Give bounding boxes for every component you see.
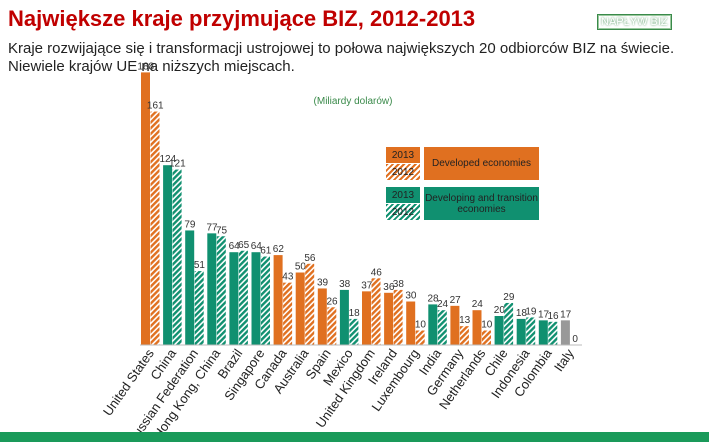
bar: [362, 291, 371, 345]
bar: [504, 302, 514, 345]
value-label: 36: [383, 282, 395, 293]
bar: [150, 111, 160, 345]
legend-swatch: 2012: [386, 164, 420, 180]
value-label: 46: [371, 267, 383, 278]
value-label: 30: [405, 291, 417, 302]
value-label: 18: [349, 308, 361, 319]
bar: [494, 316, 504, 345]
value-label: 28: [427, 293, 439, 304]
bar: [437, 310, 447, 345]
bar: [371, 278, 381, 345]
value-label: 62: [273, 244, 285, 255]
bar: [339, 289, 349, 345]
bar: [317, 288, 327, 345]
value-label: 17: [538, 309, 550, 320]
value-label: 121: [169, 159, 186, 170]
bar: [229, 252, 239, 345]
x-tick-label: Italy: [551, 346, 577, 375]
value-label: 26: [326, 296, 338, 307]
bar: [194, 271, 204, 345]
value-label: 65: [238, 240, 250, 251]
bar: [560, 320, 570, 345]
value-label: 161: [147, 101, 164, 112]
value-label: 20: [494, 305, 506, 316]
value-label: 124: [160, 154, 177, 165]
bar: [459, 326, 469, 345]
value-label: 16: [547, 311, 559, 322]
bar: [141, 72, 150, 346]
value-label: 38: [393, 279, 405, 290]
value-label: 50: [295, 262, 307, 273]
legend-label: Developed economies: [424, 147, 539, 180]
unit-label: (Miliardy dolarów): [314, 96, 393, 107]
bar: [472, 310, 482, 345]
bar: [305, 263, 315, 345]
legend-swatch: 2013: [386, 187, 420, 203]
value-label: 29: [503, 292, 515, 303]
nav-button[interactable]: NAPŁYW BIZ: [597, 14, 672, 30]
bar: [384, 292, 394, 345]
bar: [548, 321, 558, 345]
bar: [163, 165, 173, 345]
footer-band: [0, 432, 709, 442]
bar: [393, 289, 403, 345]
value-label: 51: [194, 260, 206, 271]
value-label: 37: [361, 280, 373, 291]
value-label: 79: [184, 219, 196, 230]
value-label: 0: [572, 334, 578, 345]
value-label: 39: [317, 277, 329, 288]
legend-swatch: 2013: [386, 147, 420, 163]
value-label: 43: [282, 272, 294, 283]
bar: [415, 330, 425, 345]
bar: [261, 256, 270, 345]
bar: [450, 305, 460, 345]
value-label: 27: [450, 295, 462, 306]
title: Największe kraje przyjmujące BIZ, 2012-2…: [8, 6, 476, 31]
bar: [516, 318, 526, 345]
bar: [207, 233, 217, 345]
value-label: 19: [525, 306, 537, 317]
bar: [327, 307, 337, 345]
value-label: 10: [415, 320, 427, 331]
legend-swatch: 2012: [386, 204, 420, 220]
legend-label: Developing and transition economies: [424, 187, 539, 220]
bar: [185, 230, 195, 345]
bar: [238, 250, 248, 345]
bar: [273, 255, 283, 345]
bar: [295, 272, 305, 345]
value-label: 64: [251, 241, 263, 252]
subtitle: Kraje rozwijające się i transformacji us…: [8, 40, 675, 75]
value-label: 38: [339, 279, 351, 290]
bar: [428, 304, 438, 345]
bar: [172, 169, 182, 345]
value-label: 13: [459, 315, 471, 326]
bar: [349, 318, 359, 345]
value-label: 188: [137, 61, 154, 72]
value-label: 77: [206, 222, 218, 233]
value-label: 24: [472, 299, 484, 310]
bar: [283, 282, 293, 345]
bar: [526, 317, 536, 345]
value-label: 75: [216, 225, 228, 236]
value-label: 18: [516, 308, 528, 319]
value-label: 10: [481, 320, 493, 331]
bar: [216, 236, 226, 345]
bar: [538, 320, 548, 345]
bar: [406, 301, 416, 345]
bar: [251, 252, 261, 345]
value-label: 64: [229, 241, 241, 252]
value-label: 61: [260, 246, 272, 257]
value-label: 24: [437, 299, 449, 310]
value-label: 56: [304, 253, 316, 264]
value-label: 17: [560, 309, 572, 320]
bar: [482, 330, 491, 345]
